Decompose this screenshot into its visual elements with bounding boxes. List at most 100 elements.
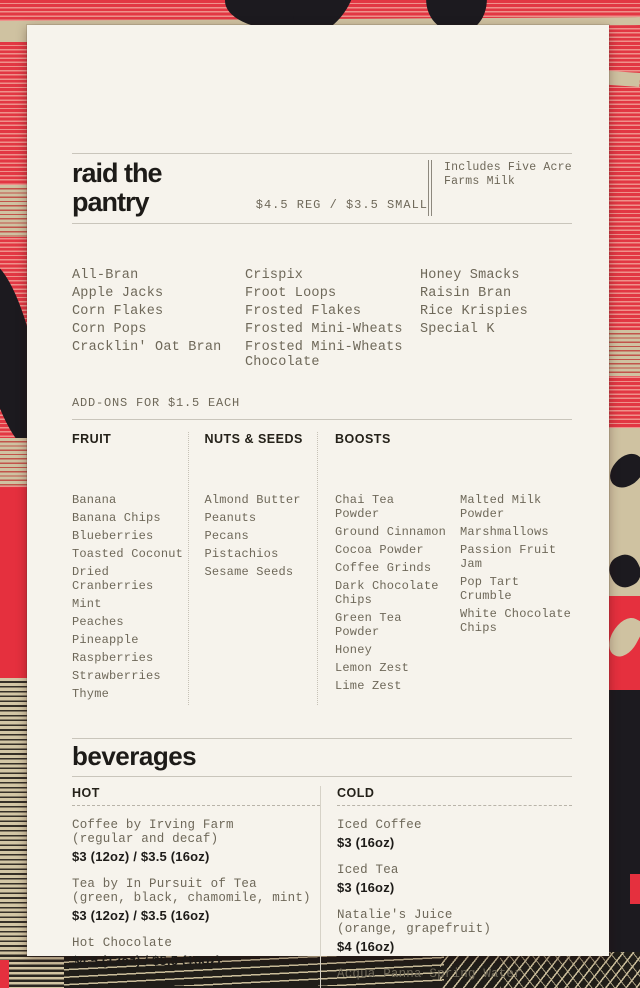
cereal-list: All-Bran Apple Jacks Corn Flakes Corn Pops C… <box>72 239 572 374</box>
cereal-item: Corn Flakes <box>72 304 164 319</box>
bg-bottom-stripes-left <box>0 952 64 988</box>
cold-items: Iced Coffee $3 (16oz) Iced Tea $3 (16oz)… <box>337 818 572 988</box>
addon-item: Toasted Coconut <box>72 546 184 561</box>
bg-tan-patch-right-1 <box>608 330 640 376</box>
pantry-price-note: $4.5 REG / $3.5 SMALL <box>255 198 428 212</box>
addons-price-note: ADD-ONS FOR $1.5 EACH <box>72 396 572 420</box>
pantry-milk-note: Includes Five Acre Farms Milk <box>444 161 572 188</box>
beverage-item: Tea by In Pursuit of Tea (green, black, … <box>72 877 320 923</box>
bg-tan-patch-left-1 <box>0 185 30 237</box>
bg-bottom-line-fan-3 <box>500 952 640 988</box>
beverages-column-hot: HOT Coffee by Irving Farm (regular and d… <box>72 786 320 988</box>
addon-item: Strawberries <box>72 668 161 683</box>
addon-item: Dark Chocolate Chips <box>335 578 439 607</box>
beverage-name: Iced Tea <box>337 862 399 877</box>
bg-red-block-left <box>0 488 30 680</box>
cereal-item: Froot Loops <box>245 286 337 301</box>
addon-item: Ground Cinnamon <box>335 524 447 539</box>
cereal-column-3: Honey Smacks Raisin Bran Rice Krispies Spec… <box>420 239 572 374</box>
beverage-name: Tea by In Pursuit of Tea (green, black, … <box>72 876 311 905</box>
hot-items: Coffee by Irving Farm (regular and decaf… <box>72 818 320 968</box>
addon-item: Mint <box>72 596 102 611</box>
fruit-items: Banana Banana Chips Blueberries Toasted Coc… <box>72 457 188 701</box>
beverage-price: $4 (16oz) <box>337 938 395 954</box>
addon-item: Almond Butter <box>204 492 301 507</box>
addons-list: FRUIT Banana Banana Chips Blueberries Toast… <box>72 431 572 705</box>
menu-card: raid the pantry $4.5 REG / $3.5 SMALL In… <box>27 25 609 988</box>
bg-bottom-red-sliver <box>0 960 9 988</box>
boosts-header: BOOSTS <box>335 431 391 446</box>
addon-item: Banana Chips <box>72 510 161 525</box>
nuts-seeds-header: NUTS & SEEDS <box>204 431 303 446</box>
beverage-name: Hot Chocolate <box>72 935 173 950</box>
bg-red-sliver-right <box>630 874 640 904</box>
beverages-title: beverages <box>72 740 197 771</box>
boosts-column-1: Chai Tea Powder Ground Cinnamon Cocoa Powd… <box>335 457 447 697</box>
beverage-name: Coffee by Irving Farm (regular and decaf… <box>72 817 234 846</box>
pantry-header: raid the pantry $4.5 REG / $3.5 SMALL In… <box>72 153 572 224</box>
beverages-header: beverages <box>72 737 572 777</box>
beverage-price: $3 (12oz) / $3.5 (16oz) <box>72 848 210 864</box>
bg-tan-patch-topleft <box>0 26 27 42</box>
beverage-item: Iced Coffee $3 (16oz) <box>337 818 572 850</box>
addon-item: Chai Tea Powder <box>335 492 395 521</box>
cereal-item: Rice Krispies <box>420 304 528 319</box>
beverage-price: $3 (16oz) <box>337 879 395 895</box>
double-rule-divider <box>428 160 432 216</box>
addon-item: Lime Zest <box>335 678 402 693</box>
section-raid-the-pantry: raid the pantry $4.5 REG / $3.5 SMALL In… <box>72 153 572 705</box>
addons-column-nuts-seeds: NUTS & SEEDS Almond Butter Peanuts Pecans P… <box>188 431 317 705</box>
cereal-item: All-Bran <box>72 268 139 283</box>
cereal-item: Special K <box>420 322 495 337</box>
beverage-name: Iced Coffee <box>337 817 422 832</box>
addon-item: Passion Fruit Jam <box>460 542 557 571</box>
addon-item: Pistachios <box>204 546 279 561</box>
addon-item: Honey <box>335 642 373 657</box>
addon-item: Pecans <box>204 528 249 543</box>
cereal-item: Cracklin' Oat Bran <box>72 340 222 355</box>
nuts-seeds-items: Almond Butter Peanuts Pecans Pistachios Sesa… <box>204 457 317 579</box>
cereal-item: Corn Pops <box>72 322 147 337</box>
beverage-item: Coffee by Irving Farm (regular and decaf… <box>72 818 320 864</box>
beverage-item: Hot Chocolate $4.5 (12oz) / $5.5 (16oz) <box>72 936 320 968</box>
addon-item: Lemon Zest <box>335 660 410 675</box>
cereal-item: Crispix <box>245 268 304 283</box>
beverage-item: Acqua Panna Spring Water $3.5 (16.9oz) <box>337 967 572 988</box>
addon-item: Pop Tart Crumble <box>460 574 520 603</box>
addon-item: Coffee Grinds <box>335 560 432 575</box>
beverages-column-cold: COLD Iced Coffee $3 (16oz) Iced Tea $3 (… <box>320 785 572 988</box>
pantry-title: raid the pantry <box>72 158 163 217</box>
addon-item: Malted Milk Powder <box>460 492 542 521</box>
addon-item: Raspberries <box>72 650 154 665</box>
beverage-price: $3 (16oz) <box>337 834 395 850</box>
cereal-item: Raisin Bran <box>420 286 512 301</box>
beverage-price: $4.5 (12oz) / $5.5 (16oz) <box>72 952 221 968</box>
beverages-list: HOT Coffee by Irving Farm (regular and d… <box>72 785 572 988</box>
beverage-price: $3 (12oz) / $3.5 (16oz) <box>72 907 210 923</box>
bg-bottom-line-fan-1 <box>64 954 444 986</box>
boosts-column-2: Malted Milk Powder Marshmallows Passion Fr… <box>460 457 572 697</box>
cereal-column-2: Crispix Froot Loops Frosted Flakes Frosted … <box>245 239 420 374</box>
addon-item: Pineapple <box>72 632 139 647</box>
beverage-name: Acqua Panna Spring Water <box>337 966 522 981</box>
bg-black-column-right <box>606 690 640 988</box>
addon-item: Blueberries <box>72 528 154 543</box>
boosts-columns: Chai Tea Powder Ground Cinnamon Cocoa Powd… <box>335 457 572 697</box>
pantry-milk-note-block: Includes Five Acre Farms Milk <box>428 159 572 217</box>
cereal-item: Apple Jacks <box>72 286 164 301</box>
cereal-item: Frosted Flakes <box>245 304 362 319</box>
bg-tan-patch-left-2 <box>0 438 28 486</box>
addon-item: Thyme <box>72 686 110 701</box>
cold-header: COLD <box>337 786 572 806</box>
addon-item: Peanuts <box>204 510 257 525</box>
addon-item: Green Tea Powder <box>335 610 402 639</box>
addon-item: Marshmallows <box>460 524 549 539</box>
cereal-item: Frosted Mini-Wheats Chocolate <box>245 340 403 370</box>
hot-header: HOT <box>72 786 320 806</box>
beverage-name: Natalie's Juice (orange, grapefruit) <box>337 907 492 936</box>
cereal-column-1: All-Bran Apple Jacks Corn Flakes Corn Pops C… <box>72 239 245 374</box>
addon-item: Peaches <box>72 614 124 629</box>
addon-item: White Chocolate Chips <box>460 606 572 635</box>
addon-item: Banana <box>72 492 117 507</box>
